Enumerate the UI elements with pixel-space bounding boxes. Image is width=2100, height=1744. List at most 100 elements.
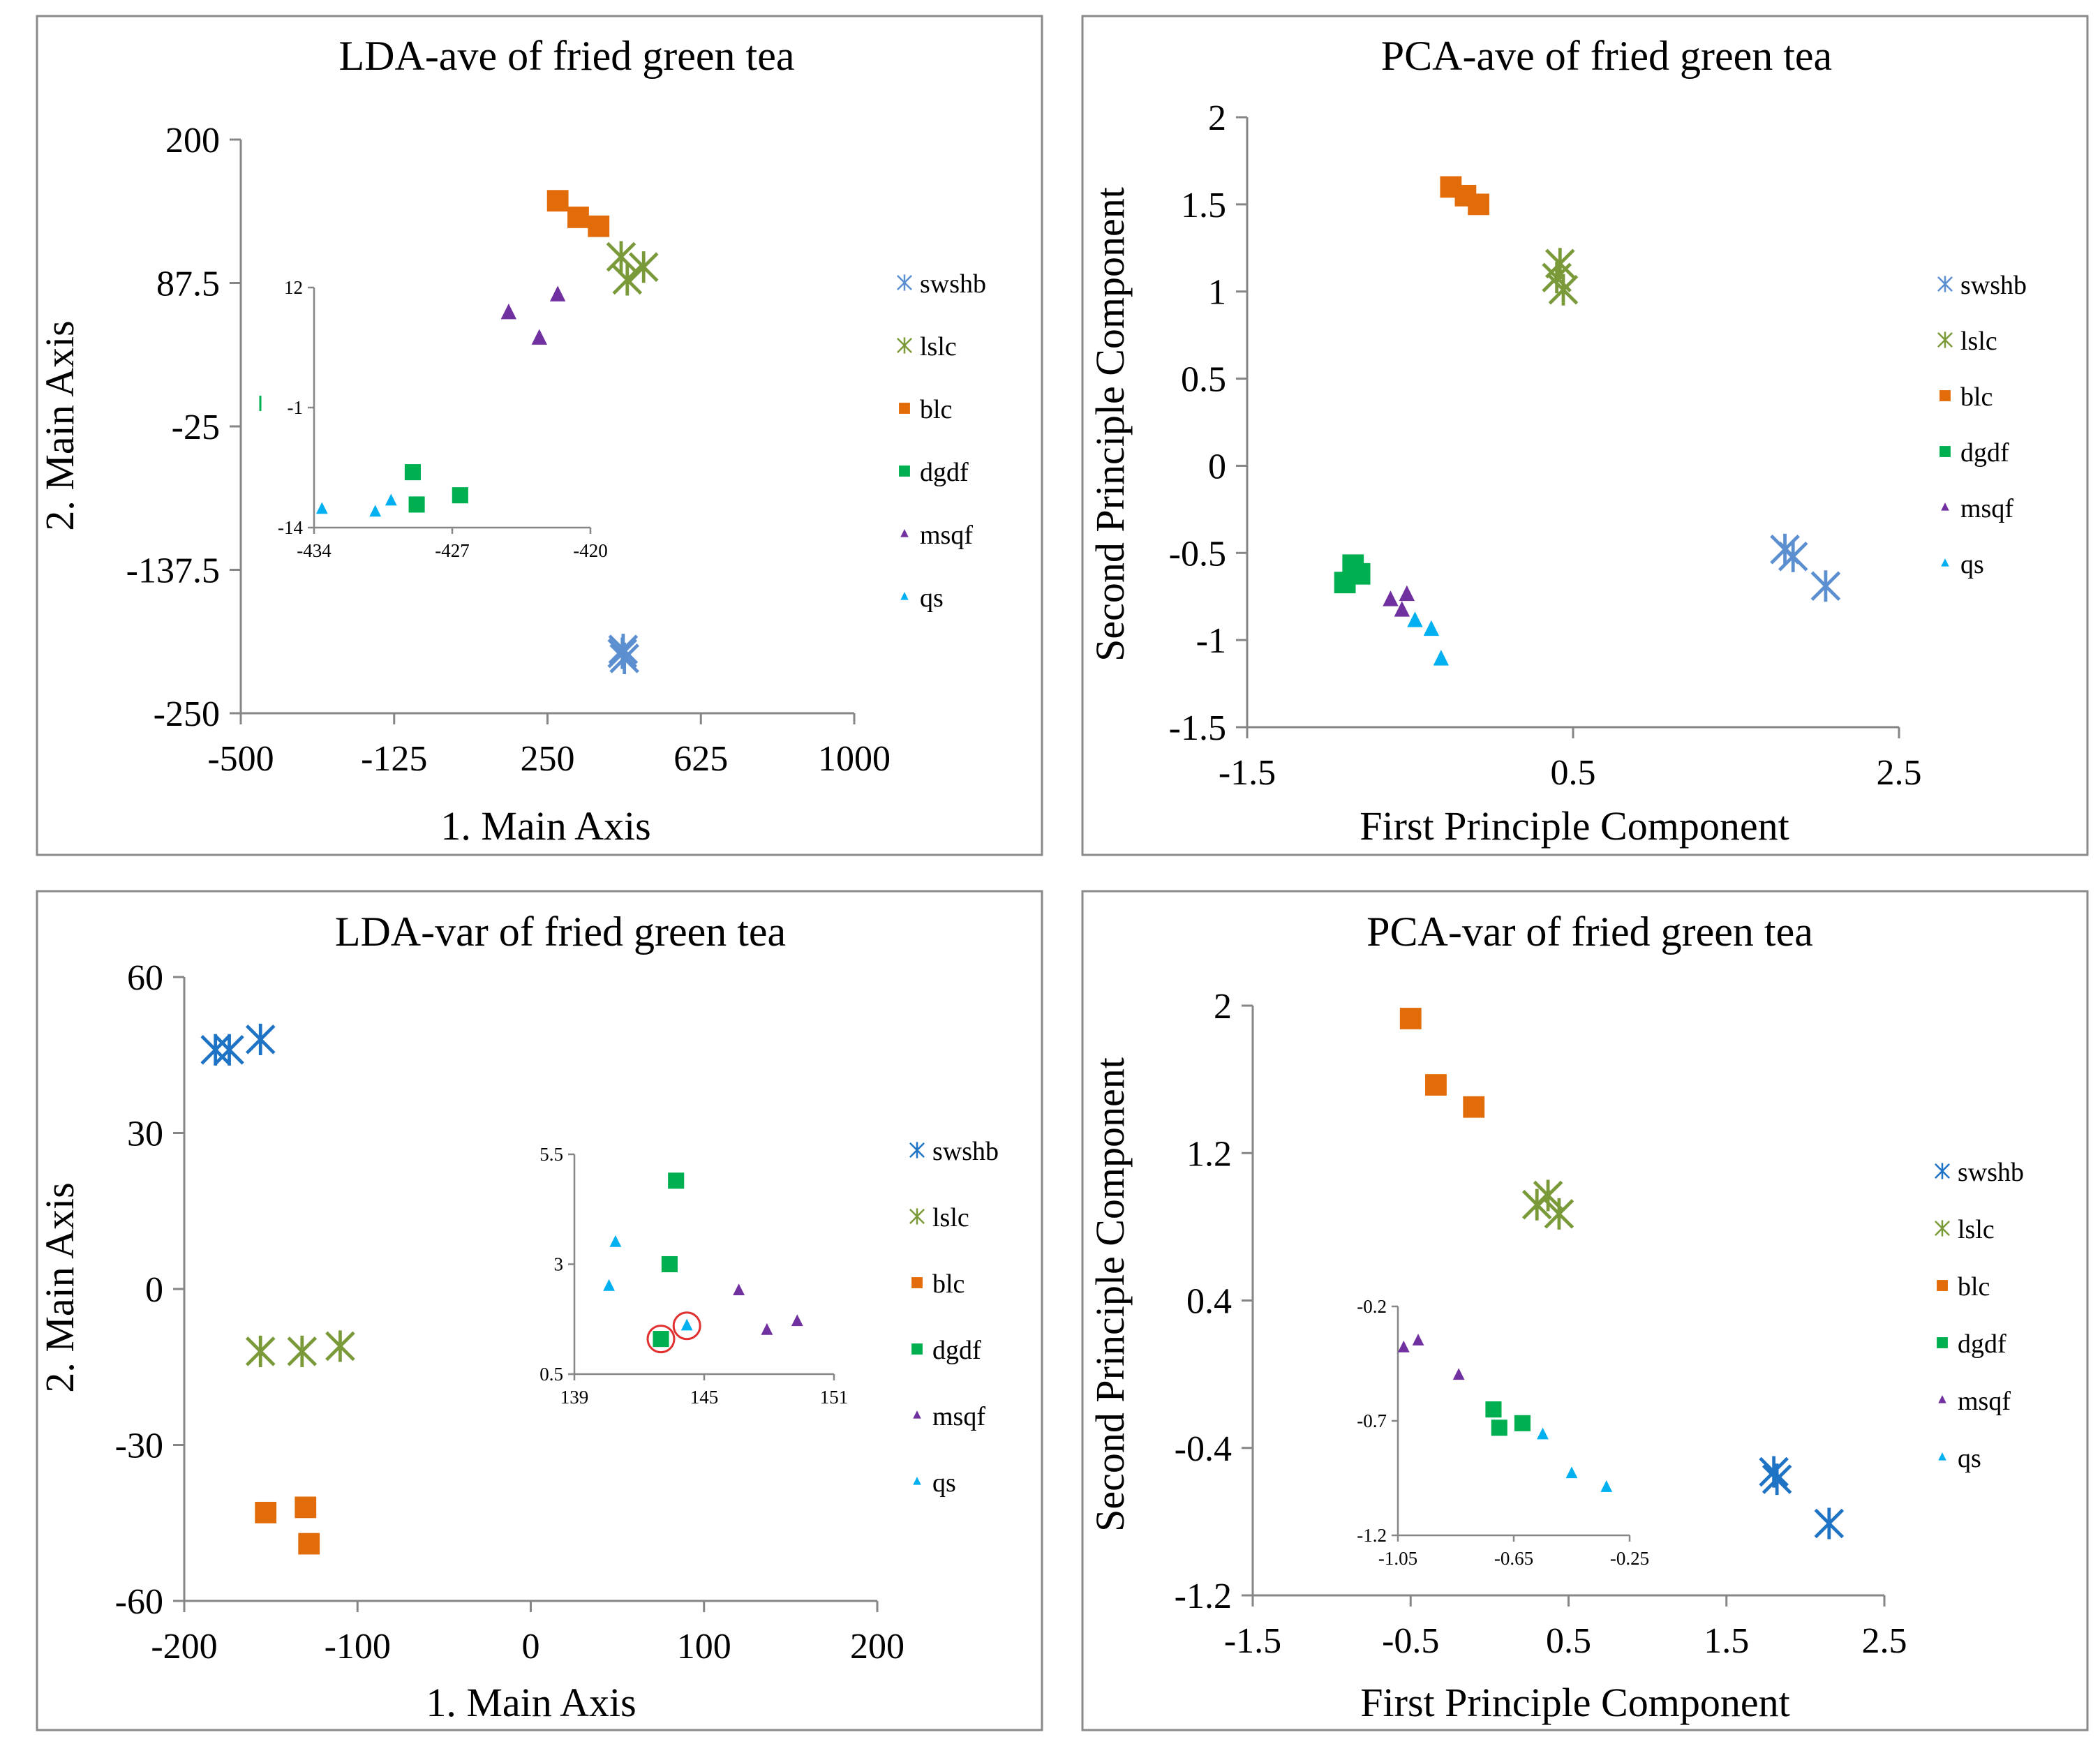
lslc-point	[325, 1330, 355, 1362]
msqf-point	[549, 285, 566, 301]
legend-marker	[1937, 1337, 1948, 1348]
x-axis-label: 1. Main Axis	[426, 1680, 636, 1725]
blc-point	[1425, 1074, 1447, 1096]
y-tick-label: 1	[1208, 273, 1226, 313]
legend-label: lslc	[920, 332, 957, 362]
y-tick-label: 30	[127, 1115, 163, 1154]
legend-label: blc	[932, 1269, 965, 1299]
blc-point	[1463, 1096, 1485, 1118]
inset-dgdf-point	[404, 464, 421, 481]
y-tick-label: -25	[172, 408, 220, 447]
lslc-point	[606, 241, 636, 273]
y-tick-label: 0	[145, 1270, 163, 1310]
legend-marker	[1937, 1280, 1948, 1291]
inset-x-tick-label: -434	[297, 540, 332, 561]
x-axis-label: First Principle Component	[1360, 803, 1789, 849]
legend-label: qs	[920, 583, 944, 613]
y-tick-label: -1	[1196, 621, 1226, 661]
legend-marker	[1935, 1163, 1950, 1179]
msqf-point	[500, 303, 517, 320]
msqf-point	[531, 329, 547, 345]
legend-label: msqf	[920, 521, 973, 550]
highlight-circle	[672, 1311, 701, 1341]
x-tick-label: -125	[361, 739, 427, 779]
inset-x-tick-label: -420	[573, 540, 608, 561]
legend-item-blc: blc	[1937, 1272, 1990, 1302]
inset-y-tick-label: -1.2	[1357, 1525, 1387, 1546]
legend-marker	[1937, 331, 1953, 348]
legend-marker	[909, 1142, 925, 1158]
inset-msqf-point	[1397, 1340, 1410, 1352]
blc-point	[588, 215, 610, 237]
legend-marker	[899, 465, 910, 477]
lslc-point	[1544, 1198, 1574, 1230]
inset-dgdf-point	[1485, 1401, 1502, 1418]
legend-marker	[1935, 1220, 1950, 1237]
y-tick-label: 200	[165, 121, 220, 161]
swshb-point	[609, 642, 639, 674]
blc-point	[255, 1501, 277, 1523]
inset-msqf-point	[1412, 1334, 1424, 1346]
y-tick-label: -137.5	[126, 551, 220, 591]
legend-item-msqf: msqf	[900, 521, 973, 550]
inset-y-tick-label: -0.2	[1357, 1296, 1387, 1317]
legend-item-swshb: swshb	[897, 269, 986, 299]
chart-border	[36, 890, 1043, 1731]
legend-item-blc: blc	[911, 1269, 965, 1299]
msqf-point	[1399, 585, 1415, 602]
legend-item-dgdf: dgdf	[899, 458, 969, 487]
blc-point	[1468, 193, 1489, 216]
legend-label: qs	[932, 1468, 956, 1498]
y-tick-label: 1.2	[1186, 1134, 1232, 1174]
x-tick-label: -0.5	[1382, 1621, 1439, 1661]
inset-y-tick-label: -1	[288, 397, 304, 418]
y-tick-label: 2	[1214, 987, 1232, 1027]
legend-marker	[1938, 1452, 1946, 1461]
legend-label: swshb	[1958, 1158, 2024, 1187]
legend-item-msqf: msqf	[913, 1402, 985, 1431]
legend-item-qs: qs	[900, 583, 944, 613]
lslc-point	[245, 1335, 276, 1367]
legend-label: dgdf	[920, 458, 969, 487]
qs-point	[1433, 650, 1450, 666]
y-axis-label: 2. Main Axis	[37, 320, 82, 530]
inset-x-tick-label: -0.65	[1494, 1548, 1533, 1569]
dgdf-point	[1348, 562, 1371, 585]
blc-point	[567, 207, 589, 228]
legend-label: dgdf	[1960, 438, 2009, 468]
chart-lda-var: LDA-var of fried green tea60300-30-60-20…	[36, 890, 1043, 1731]
swshb-point	[245, 1023, 276, 1055]
chart-pca-var: PCA-var of fried green tea 2 1.2 0.4 -0.4 -1.…	[1081, 890, 2089, 1731]
qs-point	[1407, 611, 1423, 627]
y-axis-label: Second Principle Component	[1087, 187, 1133, 662]
inset-qs-point	[1537, 1427, 1549, 1440]
legend-label: blc	[1958, 1272, 1990, 1302]
legend-item-qs: qs	[1941, 550, 1984, 579]
legend-marker	[1939, 390, 1951, 401]
legend-label: swshb	[920, 269, 986, 299]
legend-marker	[900, 592, 909, 600]
x-tick-label: 2.5	[1862, 1621, 1907, 1661]
inset-msqf-point	[761, 1322, 773, 1335]
legend-item-swshb: swshb	[1937, 271, 2027, 300]
y-axis-label: 2. Main Axis	[37, 1182, 82, 1392]
y-tick-label: -250	[154, 694, 220, 734]
legend-marker	[897, 337, 912, 354]
legend-item-msqf: msqf	[1941, 494, 2013, 523]
chart-pca-ave: PCA-ave of fried green tea 2 1.5 1 0.5 0 -0.5 -…	[1081, 15, 2089, 856]
x-axis-label: 1. Main Axis	[440, 803, 650, 849]
y-tick-label: 0	[1208, 447, 1226, 486]
x-tick-label: 250	[521, 739, 575, 779]
highlight-circle	[646, 1325, 676, 1354]
y-tick-label: 2	[1208, 98, 1226, 138]
msqf-point	[1383, 590, 1399, 606]
inset-x-tick-label: 139	[560, 1387, 589, 1408]
swshb-point	[607, 637, 638, 669]
legend-label: dgdf	[932, 1336, 981, 1365]
x-tick-label: 1000	[818, 739, 891, 779]
inset-y-tick-label: -0.7	[1357, 1410, 1387, 1431]
x-tick-label: 0.5	[1551, 753, 1596, 793]
msqf-point	[1394, 601, 1410, 617]
qs-point	[1423, 620, 1440, 636]
chart-title: PCA-var of fried green tea	[1367, 909, 1813, 955]
